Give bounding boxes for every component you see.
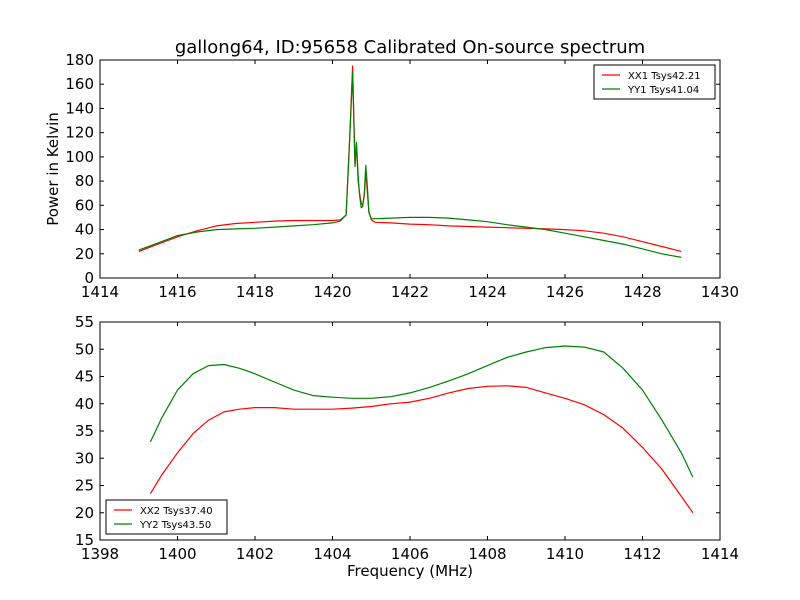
x-tick-label: 1412 <box>623 545 661 563</box>
x-tick-label: 1420 <box>313 283 351 301</box>
y-tick-label: 40 <box>75 221 94 239</box>
x-tick-label: 1416 <box>158 283 196 301</box>
x-tick-label: 1424 <box>468 283 506 301</box>
x-tick-label: 1408 <box>468 545 506 563</box>
y-tick-label: 160 <box>65 75 94 93</box>
legend: XX1 Tsys42.21 YY1 Tsys41.04 <box>593 64 716 100</box>
y-tick-label: 35 <box>75 422 94 440</box>
series-line-2-2 <box>149 345 694 478</box>
y-tick-label: 60 <box>75 196 94 214</box>
legend-label: XX1 Tsys42.21 <box>628 71 701 82</box>
legend-label: XX2 Tsys37.40 <box>140 506 213 517</box>
legend-box <box>105 499 228 535</box>
y-tick-label: 140 <box>65 99 94 117</box>
legend-label: YY1 Tsys41.04 <box>627 85 699 96</box>
x-tick-label: 1404 <box>313 545 351 563</box>
x-tick-label: 1422 <box>391 283 429 301</box>
x-tick-label: 1418 <box>236 283 274 301</box>
y-tick-label: 20 <box>75 245 94 263</box>
y-tick-label: 0 <box>84 269 94 287</box>
series-line-2-1 <box>149 385 694 514</box>
y-tick-label: 40 <box>75 395 94 413</box>
y-tick-label: 55 <box>75 313 94 331</box>
chart-title: gallong64, ID:95658 Calibrated On-source… <box>175 37 645 58</box>
y-tick-label: 50 <box>75 340 94 358</box>
x-tick-label: 1426 <box>546 283 584 301</box>
x-tick-label: 1430 <box>701 283 739 301</box>
x-tick-label: 1400 <box>158 545 196 563</box>
y-tick-label: 100 <box>65 148 94 166</box>
plot-1: 1414 1416 1418 1420 1422 1424 1426 1428 1430 0 20 4… <box>44 51 739 301</box>
series-line-1-2 <box>138 71 682 258</box>
y-tick-label: 45 <box>75 368 94 386</box>
x-tick-label: 1414 <box>701 545 739 563</box>
legend-label: YY2 Tsys43.50 <box>139 520 211 531</box>
y-tick-label: 180 <box>65 51 94 69</box>
y-tick-label: 120 <box>65 124 94 142</box>
x-axis-label: Frequency (MHz) <box>347 562 473 580</box>
y-axis-label: Power in Kelvin <box>44 112 62 226</box>
x-tick-label: 1410 <box>546 545 584 563</box>
y-tick-label: 15 <box>75 531 94 549</box>
plot-2: 1398 1400 1402 1404 1406 1408 1410 1412 1414 15 20… <box>75 313 739 580</box>
legend-box <box>593 64 716 100</box>
legend: XX2 Tsys37.40 YY2 Tsys43.50 <box>105 499 228 535</box>
x-tick-label: 1398 <box>81 545 119 563</box>
y-tick-label: 30 <box>75 449 94 467</box>
x-tick-label: 1402 <box>236 545 274 563</box>
x-tick-label: 1414 <box>81 283 119 301</box>
x-tick-label: 1428 <box>623 283 661 301</box>
y-tick-label: 80 <box>75 172 94 190</box>
x-tick-label: 1406 <box>391 545 429 563</box>
y-tick-label: 25 <box>75 477 94 495</box>
y-tick-label: 20 <box>75 504 94 522</box>
